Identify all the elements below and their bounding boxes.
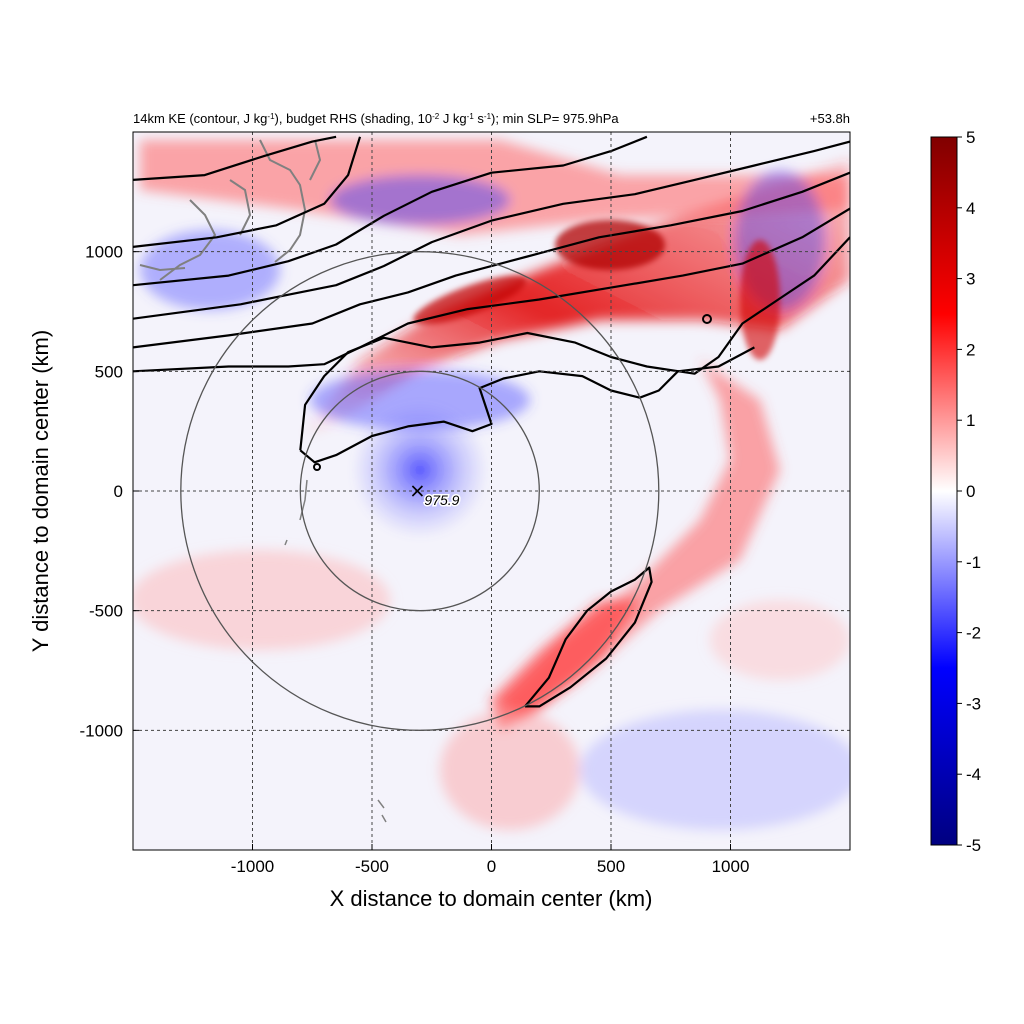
shading-red-patch-3 [740,240,780,360]
shading-blue-north-west [140,230,280,310]
ke-contour-line [133,207,850,373]
colorbar-tick-label: -1 [966,553,981,572]
colorbar-tick-label: -2 [966,624,981,643]
range-circle [180,251,660,731]
shading-red-far-east [710,600,850,680]
ke-contour-line [133,136,362,248]
ke-contour-line [133,135,648,287]
title-part: -2 [432,112,440,121]
y-tick-label: 500 [95,362,123,381]
storm-center-marker [411,485,423,497]
plot-area: 975.9 [132,131,851,851]
shading-band-north-east [300,160,850,440]
forecast-hour-label: +53.8h [810,111,850,126]
storm-center: 975.9 [411,485,461,510]
colorbar: 5 4 3 2 1 0 -1 -2 -3 -4 -5 [930,128,981,855]
colorbar-tick-label: -4 [966,765,981,784]
x-tick-label: 1000 [712,857,750,876]
x-axis: -1000 -500 0 500 1000 [231,844,750,876]
title-part: ), budget RHS (shading, 10 [275,111,433,126]
ke-contour-line [524,566,653,708]
shading-band-south-west [490,600,640,730]
ke-contour-line [133,135,337,181]
ke-contour-line [133,140,850,320]
ke-contour-line [299,346,755,464]
ke-contour-small-west [313,463,321,471]
title-part: J kg [439,111,466,126]
range-circles [180,251,660,731]
x-tick-label: -1000 [231,857,274,876]
x-tick-label: -500 [355,857,389,876]
plot-title: 14km KE (contour, J kg-1), budget RHS (s… [133,111,619,126]
ke-contours [133,135,850,708]
title-part: -1 [484,112,492,121]
shading-inner-core [350,400,490,540]
island-chain [284,479,387,823]
colorbar-gradient [930,136,958,846]
shading-blue-north-centre [330,175,510,225]
title-part: -1 [467,112,475,121]
ke-contour-line [299,236,850,451]
storm-center-label: 975.9 [424,492,459,508]
y-axis-label: Y distance to domain center (km) [28,330,53,652]
range-circle [299,370,540,612]
title-part: -1 [267,112,275,121]
colorbar-tick-label: 2 [966,340,975,359]
x-tick-label: 500 [597,857,625,876]
y-tick-label: 1000 [85,243,123,262]
y-axis: -1000 -500 0 500 1000 [80,243,139,740]
colorbar-tick-label: 5 [966,128,975,147]
colorbar-ticks: 5 4 3 2 1 0 -1 -2 -3 -4 -5 [957,128,981,855]
colorbar-tick-label: 3 [966,270,975,289]
shading-red-south-west [133,550,390,650]
shading-red-patch-1 [555,220,665,270]
colorbar-tick-label: -5 [966,836,981,855]
x-tick-label: 0 [487,857,496,876]
colorbar-tick-label: 1 [966,411,975,430]
ke-contour-small-east [702,314,712,324]
shading-red-south [440,710,580,830]
y-tick-label: -1000 [80,721,123,740]
y-tick-label: -500 [89,602,123,621]
colorbar-tick-label: -3 [966,694,981,713]
shading-red-patch-2 [413,275,527,325]
title-part: s [474,111,485,126]
colorbar-tick-label: 4 [966,199,975,218]
coastline [139,139,322,281]
title-part: 14km KE (contour, J kg [133,111,267,126]
colorbar-tick-label: 0 [966,482,975,501]
x-axis-label: X distance to domain center (km) [330,886,653,911]
title-part: ); min SLP= 975.9hPa [491,111,619,126]
shading-blue-south-east [580,710,850,830]
y-tick-label: 0 [114,482,123,501]
